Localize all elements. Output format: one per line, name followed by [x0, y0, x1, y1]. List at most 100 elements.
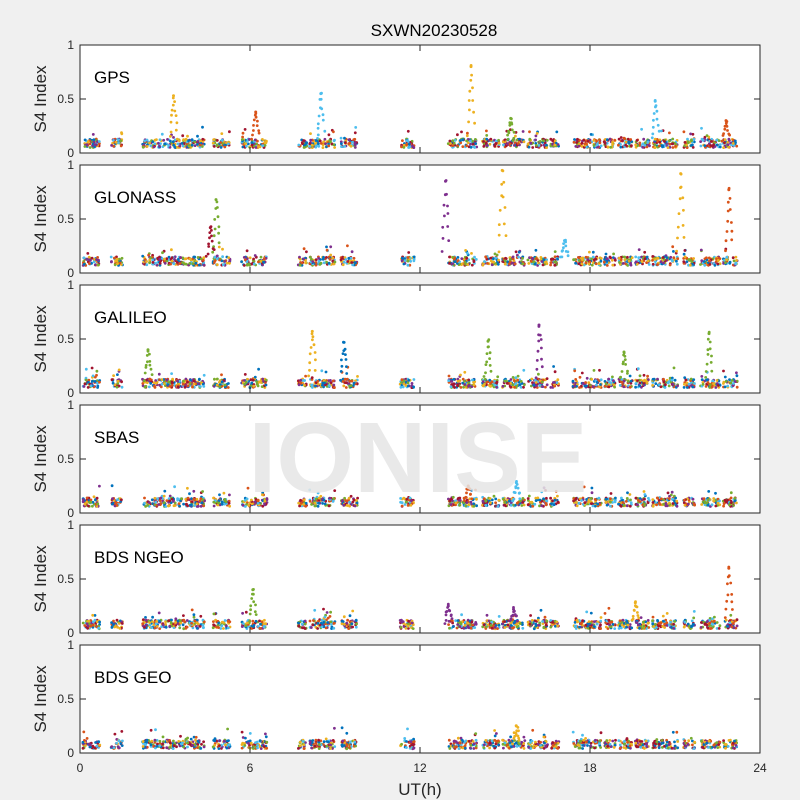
data-point — [467, 384, 470, 388]
data-point — [667, 380, 671, 384]
data-point — [343, 136, 346, 140]
data-point-peak — [174, 114, 178, 117]
data-point — [482, 384, 485, 388]
data-point-peak — [148, 352, 151, 356]
data-point — [651, 498, 655, 501]
data-point — [618, 261, 621, 264]
data-point-peak — [650, 136, 654, 140]
data-point-peak — [316, 122, 320, 126]
data-point — [485, 380, 489, 384]
data-point — [181, 144, 185, 148]
data-point — [515, 138, 519, 142]
data-point — [170, 248, 173, 252]
data-point — [592, 144, 596, 147]
data-point — [248, 263, 252, 267]
data-point — [456, 133, 459, 137]
data-point — [165, 257, 169, 261]
data-point — [645, 145, 649, 149]
panel-label: GPS — [94, 68, 130, 87]
data-point — [666, 146, 670, 150]
data-point — [227, 382, 230, 385]
data-point — [722, 146, 725, 150]
data-point — [662, 261, 665, 265]
data-point-peak — [484, 363, 488, 366]
data-point — [605, 138, 609, 142]
data-point — [317, 142, 320, 146]
data-point — [710, 503, 714, 507]
data-point-peak — [468, 89, 472, 93]
data-point-peak — [681, 224, 685, 227]
data-point — [503, 262, 507, 266]
data-point — [182, 138, 186, 142]
data-point — [311, 260, 315, 263]
data-point — [534, 134, 538, 138]
data-point — [328, 257, 332, 261]
data-point — [541, 263, 545, 267]
data-point-peak — [657, 129, 661, 133]
data-point-peak — [623, 354, 627, 358]
data-point — [643, 503, 647, 507]
data-point — [667, 384, 671, 388]
data-point-peak — [252, 129, 255, 132]
data-point — [673, 378, 677, 382]
data-point — [329, 381, 333, 385]
data-point — [725, 255, 729, 259]
data-point — [648, 144, 651, 148]
data-point — [587, 381, 591, 385]
data-point — [298, 263, 302, 267]
data-point — [303, 383, 306, 387]
data-point-peak — [512, 136, 516, 140]
data-point — [474, 142, 478, 146]
data-point — [714, 504, 718, 508]
data-point-peak — [313, 351, 317, 354]
data-point — [535, 132, 539, 135]
data-point — [156, 256, 160, 260]
data-point — [321, 384, 324, 387]
y-tick-label: 1 — [67, 158, 74, 172]
data-point — [143, 501, 146, 505]
data-point — [714, 491, 717, 495]
data-point — [593, 504, 597, 508]
data-point-peak — [487, 345, 490, 349]
data-point-peak — [309, 346, 313, 349]
data-point — [349, 144, 353, 148]
data-point-peak — [619, 375, 622, 379]
data-point — [333, 386, 336, 389]
data-point — [265, 139, 268, 143]
data-point-peak — [213, 218, 217, 221]
data-point — [729, 381, 733, 385]
data-point — [325, 248, 329, 252]
data-point — [640, 127, 643, 131]
data-point — [682, 386, 686, 389]
data-point — [197, 382, 201, 386]
data-point-peak — [510, 122, 514, 126]
data-point — [514, 134, 517, 138]
data-point — [460, 262, 464, 266]
data-point — [215, 144, 219, 148]
data-point — [660, 497, 663, 501]
data-point — [605, 257, 609, 261]
data-point — [193, 144, 197, 148]
data-point-peak — [344, 358, 348, 361]
data-point — [169, 139, 172, 143]
data-point — [316, 379, 320, 383]
data-point — [618, 384, 622, 387]
data-point — [492, 257, 495, 260]
data-point — [256, 139, 259, 143]
data-point — [406, 256, 410, 259]
data-point — [222, 627, 225, 630]
data-point — [252, 384, 256, 388]
data-point — [157, 611, 161, 615]
data-point — [700, 375, 704, 378]
data-point — [456, 144, 459, 148]
data-point — [496, 375, 500, 379]
data-point — [93, 263, 97, 267]
data-point — [110, 378, 114, 382]
data-point — [497, 258, 500, 262]
data-point — [212, 138, 216, 142]
data-point-peak — [469, 78, 473, 82]
data-point — [244, 142, 248, 146]
data-point — [715, 138, 719, 142]
data-point — [143, 626, 146, 629]
